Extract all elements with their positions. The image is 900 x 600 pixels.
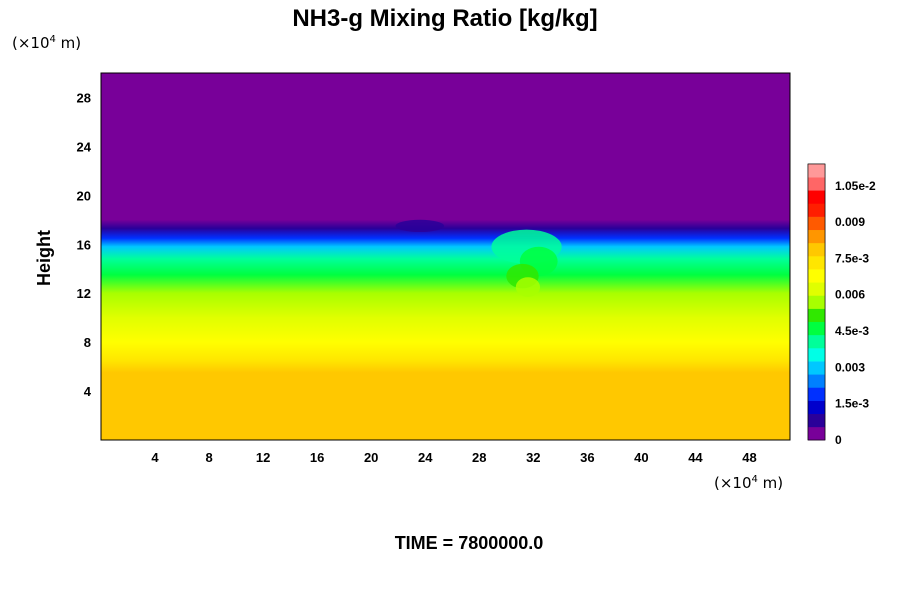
- x-tick-label: 36: [580, 450, 594, 465]
- colorbar-tick-label: 7.5e-3: [835, 251, 869, 265]
- colorbar-band: [808, 256, 825, 270]
- colorbar-tick-label: 0: [835, 433, 842, 447]
- colorbar-band: [808, 242, 825, 257]
- colorbar-ticks: 0 1.5e-3 0.003 4.5e-3 0.006 7.5e-3 0.009 1.05e-…: [835, 179, 876, 447]
- y-tick-label: 8: [84, 335, 91, 350]
- colorbar-band: [808, 177, 825, 191]
- y-tick-label: 20: [77, 188, 91, 203]
- y-tick-label: 24: [77, 139, 92, 154]
- x-unit-label: (×104 m): [714, 474, 783, 492]
- x-tick-label: 20: [364, 450, 378, 465]
- y-tick-label: 12: [77, 286, 91, 301]
- x-tick-label: 44: [688, 450, 703, 465]
- x-tick-label: 4: [151, 450, 159, 465]
- heatmap-anomaly: [395, 219, 562, 297]
- colorbar-border: [807, 163, 826, 441]
- x-tick-label: 40: [634, 450, 648, 465]
- anomaly-blob: [515, 277, 541, 297]
- colorbar-band: [808, 203, 825, 217]
- colorbar-tick-label: 0.006: [835, 288, 865, 302]
- colorbar-band: [808, 216, 825, 231]
- colorbar-tick-label: 0.009: [835, 215, 865, 229]
- colorbar-band: [808, 374, 825, 388]
- colorbar-band: [808, 387, 825, 401]
- plot-frame: [100, 72, 791, 441]
- colorbar-band: [808, 321, 825, 336]
- colorbar-band: [808, 334, 825, 349]
- x-tick-label: 16: [310, 450, 324, 465]
- colorbar-band: [808, 361, 825, 375]
- plot-area: [100, 72, 791, 441]
- y-tick-label: 16: [77, 237, 91, 252]
- colorbar-bands: [807, 163, 826, 441]
- anomaly-blob: [395, 219, 445, 233]
- y-axis-ticks: 4 8 12 16 20 24 28: [77, 90, 92, 399]
- x-tick-label: 24: [418, 450, 433, 465]
- x-tick-label: 32: [526, 450, 540, 465]
- colorbar: 0 1.5e-3 0.003 4.5e-3 0.006 7.5e-3 0.009 1.05e-…: [807, 163, 876, 447]
- colorbar-band: [808, 400, 825, 415]
- chart-title: NH3-g Mixing Ratio [kg/kg]: [292, 5, 597, 32]
- x-tick-label: 48: [742, 450, 756, 465]
- y-tick-label: 28: [77, 90, 91, 105]
- colorbar-band: [808, 348, 825, 362]
- colorbar-tick-label: 1.05e-2: [835, 179, 876, 193]
- colorbar-band: [808, 190, 825, 204]
- y-axis-label: Height: [34, 230, 54, 286]
- x-axis-ticks: 4 8 12 16 20 24 28 32 36 40 44 48: [151, 450, 756, 465]
- colorbar-band: [808, 269, 825, 283]
- x-tick-label: 8: [205, 450, 212, 465]
- colorbar-band: [808, 308, 825, 323]
- y-tick-label: 4: [84, 384, 92, 399]
- x-tick-label: 12: [256, 450, 270, 465]
- colorbar-band: [808, 164, 825, 178]
- colorbar-band: [808, 229, 825, 244]
- time-label: TIME = 7800000.0: [395, 533, 544, 553]
- colorbar-band: [808, 413, 825, 428]
- colorbar-tick-label: 1.5e-3: [835, 397, 869, 411]
- colorbar-band: [808, 282, 825, 296]
- colorbar-band: [808, 426, 825, 441]
- colorbar-tick-label: 4.5e-3: [835, 324, 869, 338]
- x-tick-label: 28: [472, 450, 486, 465]
- colorbar-tick-label: 0.003: [835, 360, 865, 374]
- heatmap-field: [101, 73, 790, 440]
- colorbar-band: [808, 295, 825, 309]
- y-unit-label: (×104 m): [12, 34, 81, 52]
